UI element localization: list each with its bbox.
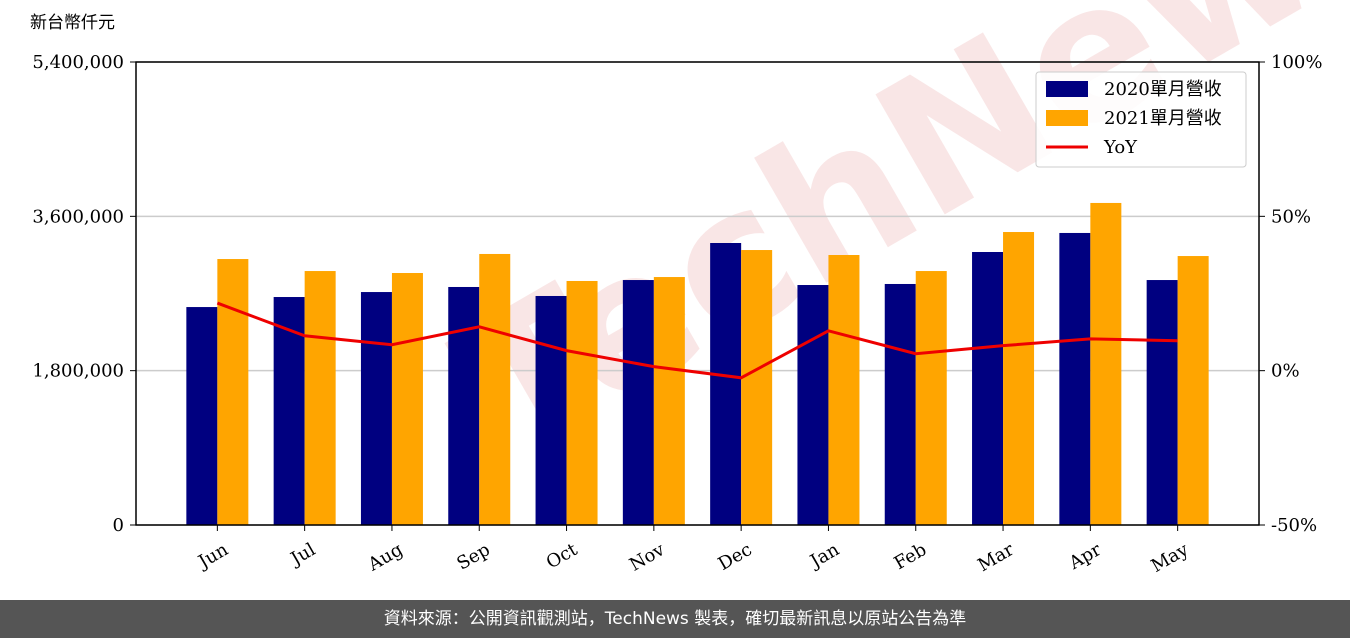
legend-label: 2020單月營收	[1104, 79, 1222, 100]
bar	[828, 255, 860, 525]
bar	[360, 292, 392, 525]
bar	[217, 259, 249, 525]
bar	[1003, 232, 1035, 525]
x-tick-label: Aug	[364, 539, 407, 576]
x-tick-label: Mar	[974, 539, 1018, 576]
y-tick-label: 1,800,000	[32, 361, 124, 382]
y-axis-label: 新台幣仟元	[30, 13, 115, 33]
y2-tick-label: 100%	[1271, 52, 1322, 73]
line	[216, 301, 1178, 380]
bar	[479, 253, 511, 526]
footer: 資料來源：公開資訊觀測站，TechNews 製表，確切最新訊息以原站公告為準	[0, 600, 1350, 638]
y-tick-label: 5,400,000	[32, 52, 124, 73]
bar	[1177, 256, 1209, 525]
bar	[915, 271, 947, 525]
x-tick-label: Apr	[1065, 539, 1105, 574]
bar	[1090, 202, 1122, 526]
bar	[884, 283, 916, 525]
bar	[186, 307, 218, 525]
x-tick-label: Oct	[543, 539, 582, 574]
bar	[797, 285, 829, 525]
x-tick-label: Dec	[715, 539, 756, 575]
y2-tick-label: 0%	[1271, 361, 1300, 382]
bar	[622, 280, 654, 525]
bar	[448, 286, 480, 525]
x-tick-label: Jun	[193, 539, 232, 574]
bar	[972, 252, 1004, 526]
bar	[566, 280, 598, 525]
x-tick-label: Jul	[286, 539, 320, 571]
bar	[1146, 280, 1178, 525]
y2-tick-label: -50%	[1271, 515, 1317, 536]
bar	[1059, 232, 1091, 525]
plot-frame	[135, 61, 1260, 526]
x-tick-label: May	[1148, 539, 1193, 577]
bar	[391, 273, 423, 525]
legend-label: 2021單月營收	[1104, 108, 1222, 129]
bar	[653, 277, 685, 525]
x-tick-label: Jan	[805, 539, 843, 573]
bar	[710, 242, 742, 525]
x-tick-label: Feb	[891, 539, 931, 574]
bar	[304, 271, 336, 525]
y-tick-label: 0	[113, 515, 124, 536]
y2-tick-label: 50%	[1271, 206, 1311, 227]
legend: 2020單月營收 2021單月營收 YoY	[1035, 71, 1247, 168]
bar	[741, 250, 773, 525]
legend-box	[1035, 71, 1247, 168]
x-tick-label: Nov	[626, 539, 669, 576]
legend-label: YoY	[1103, 137, 1138, 158]
x-tick-label: Sep	[453, 539, 493, 574]
legend-swatch	[1046, 81, 1088, 97]
y-tick-label: 3,600,000	[32, 206, 124, 227]
legend-swatch	[1046, 110, 1088, 126]
bar	[535, 295, 567, 525]
chart: TechNews 新台幣仟元 01,800,0003,600,0005,400,…	[30, 0, 1350, 577]
